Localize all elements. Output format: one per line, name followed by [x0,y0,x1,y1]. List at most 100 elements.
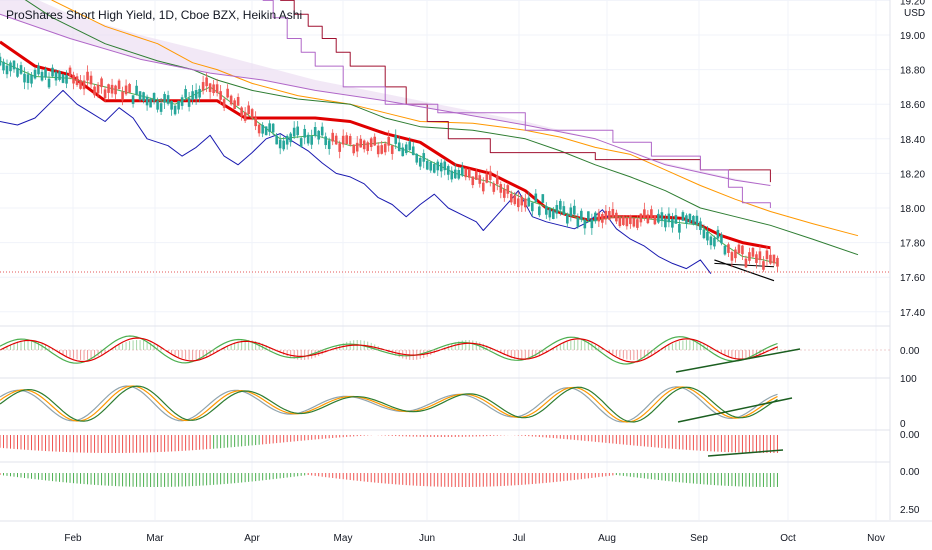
candle-body [706,231,709,241]
candle-body [555,205,559,214]
candle-body [390,145,394,154]
candle-body [639,213,643,223]
candle-body [552,210,555,220]
candle-body [432,164,436,173]
candle-body [688,213,692,223]
candle-body [19,65,23,74]
candle-body [58,71,61,80]
candle-body [86,71,89,81]
candle-body [573,205,576,215]
candle-body [30,74,33,84]
candle-body [107,84,110,93]
candle-body [513,195,517,205]
candle-body [772,254,776,264]
candle-body [517,198,520,208]
candle-body [0,56,2,66]
candle-body [233,100,236,110]
candle-body [713,237,716,247]
candle-body [327,140,331,150]
candle-body [75,76,79,85]
candle-body [401,147,405,157]
candle-body [646,214,650,224]
candle-body [657,213,660,223]
candle-body [699,221,702,231]
candle-body [359,138,363,148]
candle-body [636,219,639,228]
candle-body [608,211,611,220]
candle-body [681,212,685,221]
series-dark_green_line [24,0,859,256]
osc3-trendline [707,449,784,457]
candle-body [152,92,156,102]
candle-body [587,211,590,220]
candle-body [594,212,597,222]
candle-body [54,71,58,81]
candle-body [723,245,727,255]
candle-body [488,171,492,180]
time-tick-label: Nov [867,533,885,544]
candle-body [324,136,327,146]
candle-body [247,105,250,115]
candle-body [201,82,205,91]
price-tick-label: 18.80 [900,66,925,77]
candle-body [292,127,296,137]
candle-body [194,90,198,99]
candle-body [601,214,604,223]
price-axis[interactable]: 19.20 19.00 18.80 18.60 18.40 18.20 18.00 17.80… [900,0,925,516]
candle-body [492,183,496,192]
candle-body [660,212,664,221]
time-tick-label: Mar [146,533,164,544]
candle-body [341,135,345,145]
ichimoku-cloud [0,0,771,186]
candle-body [9,62,12,72]
candle-body [198,88,201,98]
candle-body [240,107,243,117]
candle-body [145,96,149,106]
candle-body [100,78,103,88]
candle-body [590,219,594,229]
candle-body [650,209,653,218]
candle-body [12,60,16,70]
candle-body [629,215,632,225]
candle-body [685,215,688,224]
candle-body [397,142,401,152]
candle-body [439,162,443,172]
candle-body [471,176,475,186]
candle-body [716,229,720,239]
price-tick-label: 19.20 [900,0,925,7]
candle-body [226,88,229,98]
candle-body [296,126,299,136]
candle-body [576,218,580,227]
time-axis[interactable]: Feb Mar Apr May Jun Jul Aug Sep Oct Nov [64,533,885,544]
candle-body [289,133,292,143]
candle-body [457,169,461,179]
candle-body [450,170,454,180]
candle-body [418,157,422,167]
candle-body [545,206,548,215]
candle-body [569,207,573,217]
series-wedge_line [714,259,775,282]
candle-body [566,214,569,224]
candle-body [208,83,212,93]
time-tick-label: May [334,533,353,544]
candle-body [709,236,713,246]
candle-body [131,95,135,104]
candle-body [254,117,257,127]
candle-body [338,143,341,152]
time-tick-label: Jun [419,533,435,544]
candle-body [373,136,377,146]
candle-body [47,78,51,88]
candle-body [117,80,121,90]
candle-body [163,93,166,103]
candle-body [643,209,646,218]
candle-body [495,175,499,185]
candle-body [509,193,513,203]
candle-body [369,138,373,148]
candle-body [219,91,222,100]
candle-body [737,244,741,254]
candle-body [499,184,503,193]
candle-body [446,166,450,175]
candle-body [751,248,755,257]
candle-body [755,254,758,263]
candle-body [205,77,208,87]
